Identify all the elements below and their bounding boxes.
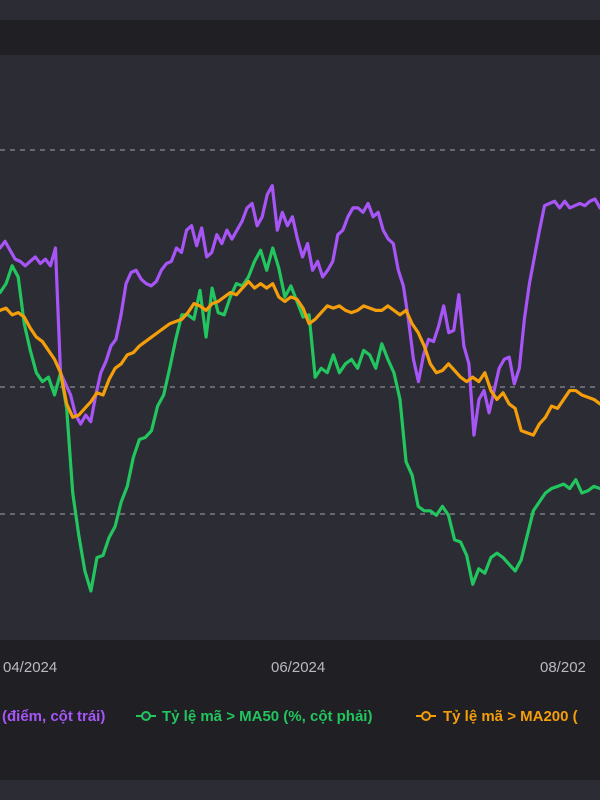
series-group: [0, 184, 600, 593]
legend-label-2: Tỷ lệ mã > MA200 (: [443, 708, 578, 725]
legend-marker-1: [141, 711, 151, 721]
plot-area: [0, 55, 600, 640]
legend-label-1: Tỷ lệ mã > MA50 (%, cột phải): [162, 708, 372, 725]
legend-label-0: (điểm, cột trái): [2, 708, 105, 725]
bottom-strip: [0, 780, 600, 800]
x-tick-label-0: 04/2024: [3, 659, 57, 676]
grid-lines: [0, 149, 600, 515]
series-line-0: [0, 184, 600, 437]
x-tick-label-1: 06/2024: [271, 659, 325, 676]
top-strip: [0, 0, 600, 20]
series-line-2: [0, 279, 600, 437]
x-axis: 04/2024 06/2024 08/202: [3, 659, 586, 676]
legend: (điểm, cột trái) Tỷ lệ mã > MA50 (%, cột…: [2, 708, 578, 725]
x-tick-label-2: 08/202: [540, 659, 586, 676]
legend-marker-2: [421, 711, 431, 721]
series-line-1: [0, 246, 600, 593]
